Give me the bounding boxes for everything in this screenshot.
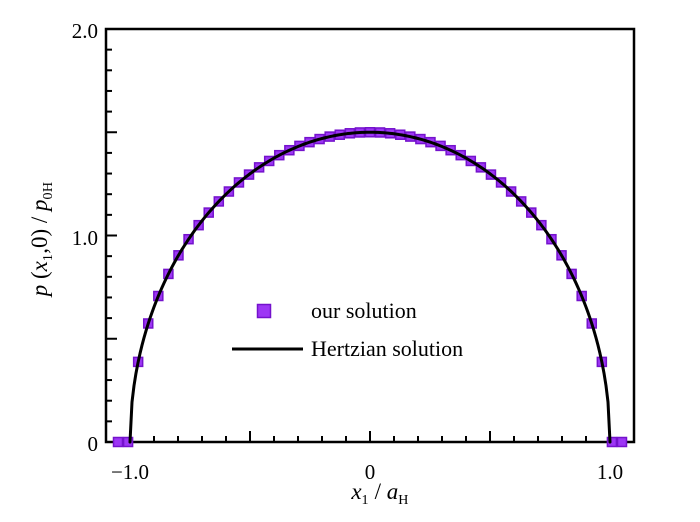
xlabel-slash: /	[368, 479, 387, 504]
ylabel-paren: (	[27, 271, 52, 285]
x-tick-label: 1.0	[596, 460, 624, 484]
xlabel-var-a: a	[386, 479, 399, 504]
ylabel-var-x: x	[27, 261, 52, 272]
legend-label-hertzian-solution: Hertzian solution	[311, 336, 464, 361]
ylabel-var-p2: p	[27, 199, 52, 211]
legend-label-our-solution: our solution	[311, 298, 417, 323]
legend-marker-square	[256, 303, 272, 319]
xlabel-sub-1: 1	[361, 493, 369, 508]
xlabel-sub-H: H	[398, 493, 409, 508]
data-point-marker	[122, 436, 134, 448]
data-point-marker	[112, 436, 124, 448]
x-tick-label: −1.0	[110, 460, 150, 484]
y-tick-label: 1.0	[71, 225, 98, 250]
y-tick-label: 2.0	[71, 19, 98, 43]
data-point-marker	[616, 436, 628, 448]
xlabel-var-x: x	[351, 479, 362, 504]
y-tick-label: 0	[87, 432, 99, 456]
data-point-marker	[606, 436, 618, 448]
ylabel-sub-0H: 0H	[41, 181, 56, 200]
x-axis-label: x1 / aH	[270, 479, 490, 509]
ylabel-sub-1: 1	[41, 253, 56, 262]
ylabel-var-p: p	[27, 284, 52, 297]
axis-frame	[104, 27, 636, 444]
x-tick-label: 0	[364, 460, 376, 484]
hertzian-curve	[128, 130, 612, 444]
